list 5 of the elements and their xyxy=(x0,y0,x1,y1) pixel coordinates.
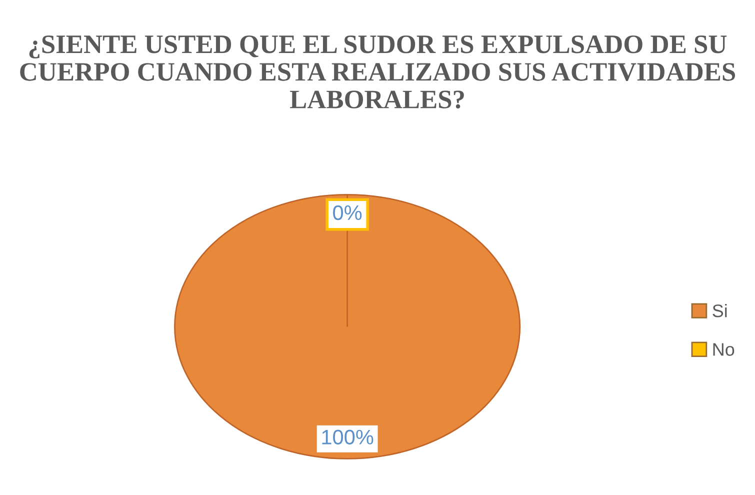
data-label: 100% xyxy=(322,430,374,444)
text: 0% xyxy=(333,205,362,220)
legend-label: Si xyxy=(712,304,727,318)
chart-title: ¿SIENTE USTED QUE EL SUDOR ES EXPULSADO DE SU CUERPO CUANDO ESTA REALIZADO SUS ACTIVIDADES LABORALES? xyxy=(20,35,736,109)
legend-label: No xyxy=(713,343,734,356)
